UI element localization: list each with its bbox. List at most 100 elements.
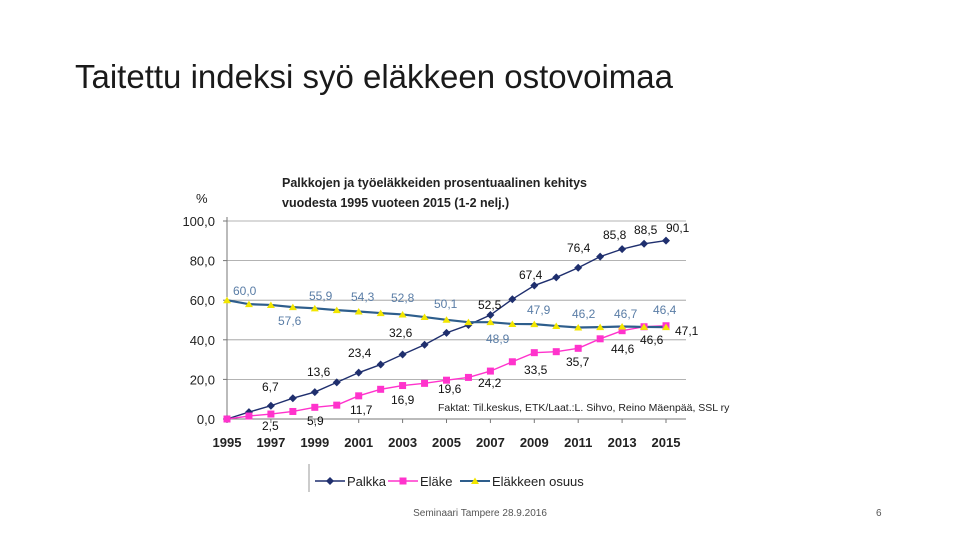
elake-marker [399,382,407,390]
legend-swatch-marker [471,477,479,484]
elake-marker [443,376,450,384]
data-label: 33,5 [524,363,548,377]
data-label: 47,9 [527,303,551,317]
elake-marker [333,401,341,409]
osuus-marker [420,313,429,321]
osuus-marker [332,306,341,314]
palkka-marker [618,245,627,254]
elake-marker [596,335,604,343]
data-label: 54,3 [351,290,375,304]
palkka-marker [310,388,319,397]
x-tick-label: 1997 [256,435,285,450]
y-tick-label: 60,0 [190,293,215,308]
osuus-marker [552,322,561,329]
data-label: 46,2 [572,307,596,321]
data-label: 50,1 [434,297,458,311]
palkka-marker [552,273,561,282]
x-tick-label: 2013 [608,435,637,450]
elake-marker [245,412,253,420]
legend-label: Eläkkeen osuus [492,474,584,489]
x-tick-label: 2003 [388,435,417,450]
data-label: 47,1 [675,324,699,338]
osuus-marker [596,323,605,331]
elake-marker [464,373,472,381]
x-tick-label: 1999 [300,435,329,450]
osuus-marker [223,296,231,304]
palkka-marker [640,239,649,248]
palkka-marker [266,401,275,410]
y-tick-label: 100,0 [182,214,215,229]
page-number: 6 [876,508,882,519]
elake-marker [552,348,560,356]
x-tick-label: 2007 [476,435,505,450]
y-axis-label: % [196,191,208,206]
x-tick-label: 2011 [564,435,592,450]
palkka-marker [596,252,605,261]
palkka-marker [288,394,297,403]
x-tick-label: 1995 [213,435,242,450]
palkka-marker [574,263,583,272]
data-label: 16,9 [391,393,415,407]
data-label: 32,6 [389,326,413,340]
legend-label: Palkka [347,474,387,489]
legend-swatch-marker [399,477,407,485]
y-tick-label: 40,0 [190,333,215,348]
series-markers [223,236,670,423]
osuus-marker [244,300,253,308]
chart-grid [227,220,686,380]
palkka-marker [420,340,429,349]
data-label: 23,4 [348,346,372,360]
elake-marker [377,385,385,393]
palkka-marker [354,368,363,377]
data-label: 46,7 [614,307,638,321]
data-label: 44,6 [611,342,635,356]
data-label: 67,4 [519,268,543,282]
elake-marker [311,403,319,411]
x-tick-label: 2015 [652,435,681,450]
y-tick-label: 0,0 [197,412,215,427]
data-label: 2,5 [262,419,279,433]
osuus-marker [398,310,407,318]
elake-marker [421,379,429,387]
palkka-marker [442,328,451,337]
legend-label: Eläke [420,474,453,489]
data-label: 52,5 [478,298,502,312]
elake-marker [530,349,538,357]
elake-marker [508,358,516,366]
data-label: 52,8 [391,291,415,305]
data-label: 90,1 [666,221,690,235]
legend-swatch-marker [326,477,334,485]
elake-marker [574,344,582,352]
chart-title: Palkkojen ja työeläkkeiden prosentuaalin… [282,176,587,190]
osuus-marker [354,307,363,315]
osuus-marker [310,304,319,312]
palkka-marker [486,311,495,320]
data-label: 24,2 [478,376,502,390]
data-label: 85,8 [603,228,627,242]
chart-subtitle: vuodesta 1995 vuoteen 2015 (1-2 nelj.) [282,196,509,210]
data-label: 88,5 [634,223,658,237]
data-label: 60,0 [233,284,257,298]
data-label: 13,6 [307,365,331,379]
chart-axes: 0,0 20,0 40,0 60,0 80,0 100,0 1995 1997 1999 2001… [182,214,686,450]
elake-marker [486,367,494,375]
osuus-marker [574,324,583,331]
data-labels: 6,7 13,6 23,4 32,6 52,5 67,4 76,4 85,8 88,5 90,1 2… [233,221,699,433]
elake-marker [223,415,231,423]
data-label: 6,7 [262,380,279,394]
data-label: 55,9 [309,289,333,303]
osuus-marker [508,320,517,327]
palkka-marker [398,350,407,359]
osuus-marker [442,316,451,323]
osuus-marker [464,318,473,326]
elake-marker [289,407,297,415]
chart-legend: Palkka Eläke Eläkkeen osuus [308,464,584,492]
data-label: 46,4 [653,303,677,317]
osuus-marker [486,318,495,326]
elake-marker [355,392,363,400]
data-label: 11,7 [350,403,373,417]
data-label: 35,7 [566,355,590,369]
data-label: 5,9 [307,414,324,428]
palkka-marker [662,236,670,245]
